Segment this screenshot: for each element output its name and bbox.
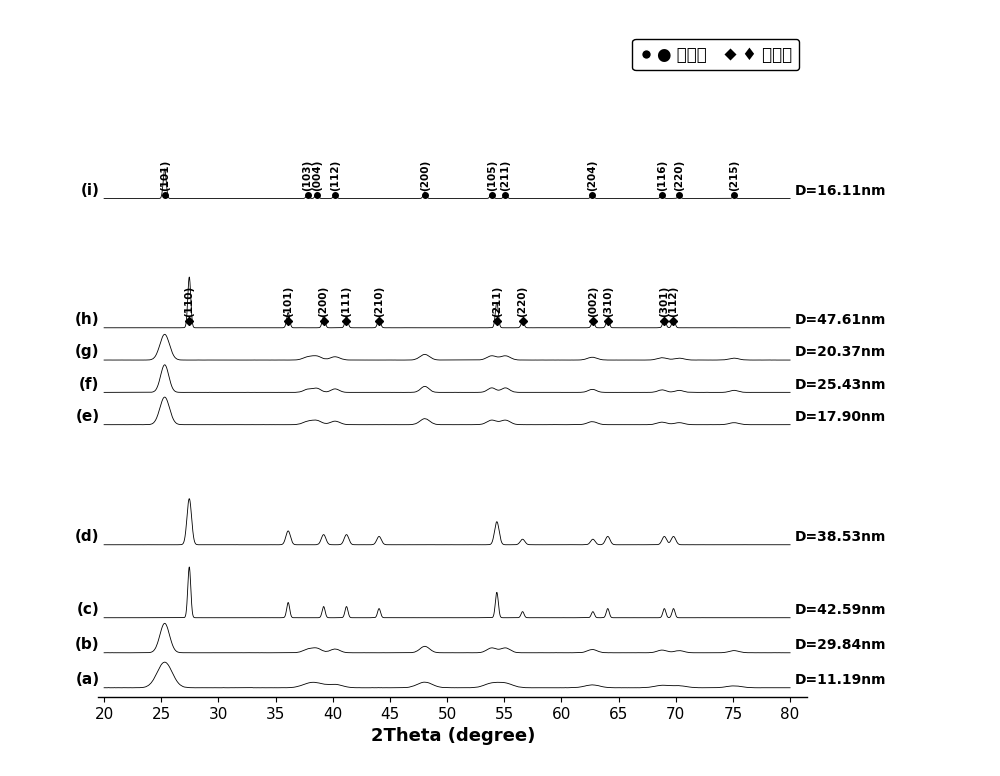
Text: D=17.90nm: D=17.90nm (795, 410, 886, 424)
Legend: ● 锐鈢矿, ♦ 金红石: ● 锐鈢矿, ♦ 金红石 (632, 39, 799, 70)
Text: (101): (101) (283, 286, 293, 317)
Text: (103): (103) (303, 160, 313, 191)
Text: (211): (211) (492, 286, 502, 317)
Text: (116): (116) (657, 160, 667, 191)
Text: D=16.11nm: D=16.11nm (795, 184, 886, 198)
Text: (110): (110) (184, 286, 194, 317)
Text: (105): (105) (487, 160, 497, 191)
Text: (310): (310) (603, 286, 613, 317)
Text: (d): (d) (75, 529, 100, 544)
Text: D=47.61nm: D=47.61nm (795, 313, 886, 327)
Text: (e): (e) (75, 409, 100, 424)
Text: (111): (111) (341, 286, 351, 317)
Text: (a): (a) (75, 672, 100, 687)
Text: (215): (215) (729, 160, 739, 191)
Text: (204): (204) (587, 160, 597, 191)
Text: (210): (210) (374, 286, 384, 317)
Text: (200): (200) (319, 286, 329, 317)
Text: (f): (f) (79, 376, 100, 392)
Text: D=11.19nm: D=11.19nm (795, 673, 886, 687)
Text: D=29.84nm: D=29.84nm (795, 638, 886, 652)
Text: (200): (200) (420, 160, 430, 191)
Text: D=20.37nm: D=20.37nm (795, 345, 886, 359)
Text: (112): (112) (330, 160, 340, 191)
Text: (i): (i) (81, 182, 100, 198)
Text: (g): (g) (75, 345, 100, 359)
Text: (004): (004) (312, 160, 322, 191)
Text: (c): (c) (77, 602, 100, 617)
Text: (301): (301) (659, 286, 669, 317)
Text: (112): (112) (668, 286, 678, 317)
Text: (220): (220) (518, 286, 528, 317)
Text: (002): (002) (588, 286, 598, 317)
Text: (b): (b) (75, 637, 100, 652)
Text: D=25.43nm: D=25.43nm (795, 378, 886, 392)
Text: (101): (101) (160, 160, 170, 191)
Text: (220): (220) (674, 160, 684, 191)
Text: (211): (211) (500, 160, 510, 191)
Text: D=42.59nm: D=42.59nm (795, 603, 886, 617)
Text: D=38.53nm: D=38.53nm (795, 530, 886, 544)
X-axis label: 2Theta (degree): 2Theta (degree) (371, 727, 535, 746)
Text: (h): (h) (75, 312, 100, 327)
